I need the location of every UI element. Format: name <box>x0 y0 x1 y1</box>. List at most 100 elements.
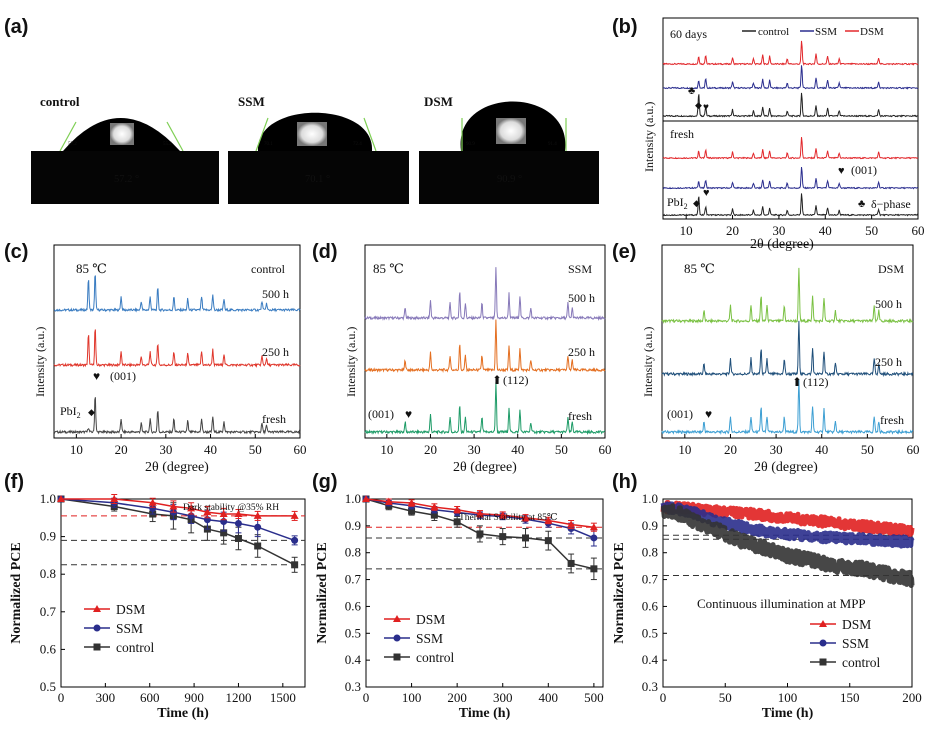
y-tick-label: 1.0 <box>642 491 658 506</box>
trace-e-500h <box>661 267 914 325</box>
x-tick-label: 20 <box>724 442 737 457</box>
xrd-e-traces <box>661 267 914 436</box>
svg-text:DSM: DSM <box>860 26 884 38</box>
x-tick-label: 200 <box>447 690 467 705</box>
legend-label: control <box>842 655 880 670</box>
heart-icon: ♥ <box>703 187 710 199</box>
d-label-250h: 250 h <box>568 345 595 359</box>
y-tick-label: 0.6 <box>642 598 659 613</box>
panel-label-c: (c) <box>4 241 28 263</box>
series-line-control <box>60 498 295 566</box>
marker-circle <box>149 504 157 512</box>
xrd-c-traces <box>53 275 301 435</box>
heart-icon: ♥ <box>705 407 712 421</box>
trace-d-fresh <box>364 382 606 436</box>
label-control: control <box>40 94 80 109</box>
marker-triangle <box>148 498 157 506</box>
x-tick-label: 20 <box>726 223 739 238</box>
marker-triangle <box>521 513 530 521</box>
marker-triangle <box>187 504 196 512</box>
y-axis-label: Normalized PCE <box>315 542 330 643</box>
marker-triangle <box>453 505 462 513</box>
chart-g: 0.3 0.4 0.5 0.6 0.7 0.8 0.9 1.0 0 100 200 300 400 500… <box>315 491 604 721</box>
legend-label: SSM <box>116 621 143 636</box>
panel-label-d: (d) <box>312 241 338 263</box>
c-sample: control <box>251 262 286 276</box>
trace-e-fresh <box>661 379 914 436</box>
legend-label: DSM <box>842 617 871 632</box>
legend-label: control <box>416 650 454 665</box>
y-tick-label: 0.8 <box>40 566 56 581</box>
marker-square <box>220 529 228 537</box>
e-xticks: 10 20 30 40 50 60 <box>678 434 920 457</box>
e-label-250h: 250 h <box>875 355 902 369</box>
b-legend: control SSM DSM <box>742 26 884 38</box>
marker-square <box>93 643 101 651</box>
panel-e: 85 ℃ DSM 500 h 250 h fresh ⬆ (112) (001)… <box>641 244 920 475</box>
series-line-SSM <box>660 501 915 549</box>
x-tick-label: 20 <box>424 442 437 457</box>
legend-label: SSM <box>842 636 869 651</box>
x-tick-label: 60 <box>599 442 612 457</box>
trace-c-250h <box>53 329 301 368</box>
x-tick-label: 300 <box>493 690 513 705</box>
marker-square <box>254 542 262 550</box>
plot-frame <box>60 498 306 688</box>
b-ylabel: Intensity (a.u.) <box>642 102 656 172</box>
c-label-fresh: fresh <box>262 412 286 426</box>
y-tick-label: 0.9 <box>40 529 56 544</box>
x-tick-label: 10 <box>380 442 393 457</box>
x-tick-label: 0 <box>58 690 65 705</box>
panel-label-e: (e) <box>612 241 636 263</box>
x-tick-label: 30 <box>468 442 481 457</box>
x-tick-label: 900 <box>184 690 204 705</box>
e-ylabel: Intensity (a.u.) <box>641 327 655 397</box>
trace-b-fresh-ssm <box>662 166 919 190</box>
panel-label-f: (f) <box>4 471 24 493</box>
diamond-icon: ◆ <box>693 198 700 208</box>
trace-d-250h <box>364 319 606 373</box>
trace-b-60d-ssm <box>662 65 919 90</box>
trace-b-fresh-dsm <box>662 137 919 160</box>
b-xticks: 10 20 30 40 50 60 <box>680 215 925 238</box>
series-line-SSM <box>60 498 295 542</box>
chart-title: Thermal Stability at 85℃ <box>459 513 558 523</box>
e-xlabel: 2θ (degree) <box>754 460 818 475</box>
c-pbi2: PbI2 <box>60 404 81 420</box>
x-tick-label: 20 <box>115 442 128 457</box>
legend-label: DSM <box>116 602 145 617</box>
x-tick-label: 100 <box>778 690 798 705</box>
y-axis-label: Normalized PCE <box>9 542 24 643</box>
y-tick-label: 0.4 <box>642 652 659 667</box>
d-xlabel: 2θ (degree) <box>453 460 517 475</box>
marker-square <box>393 653 401 661</box>
marker-circle <box>234 519 242 527</box>
chart-h: 0.3 0.4 0.5 0.6 0.7 0.8 0.9 1.0 0 50 100 150 200 Time… <box>612 491 922 721</box>
legend-label: SSM <box>416 631 443 646</box>
x-tick-label: 400 <box>539 690 559 705</box>
angle-dsm: 90.9 ° <box>497 174 522 185</box>
y-tick-label: 0.8 <box>642 545 658 560</box>
d-xticks: 10 20 30 40 50 60 <box>380 434 612 457</box>
panel-b: 60 days fresh control SSM DSM ♣ ◆ ♥ ♥ (0… <box>642 17 925 252</box>
marker-triangle <box>169 502 178 510</box>
droplet-control: 57.2 55.2 57.2 ° <box>31 118 219 204</box>
x-tick-label: 60 <box>907 442 920 457</box>
y-tick-label: 0.8 <box>345 545 361 560</box>
marker-triangle <box>234 510 243 518</box>
x-axis-label: Time (h) <box>762 706 814 721</box>
marker-circle <box>291 536 299 544</box>
marker-circle <box>590 534 598 542</box>
svg-text:55.2: 55.2 <box>163 142 172 147</box>
xrd-b-traces <box>662 40 919 217</box>
marker-circle <box>254 523 262 531</box>
heart-icon: ♥ <box>405 407 412 421</box>
y-tick-label: 0.5 <box>642 625 658 640</box>
marker-square <box>522 534 530 542</box>
marker-triangle <box>589 523 598 531</box>
svg-text:57.2: 57.2 <box>68 142 77 147</box>
series-line-control <box>660 503 915 588</box>
marker-square <box>476 530 484 538</box>
marker-triangle <box>219 510 228 518</box>
